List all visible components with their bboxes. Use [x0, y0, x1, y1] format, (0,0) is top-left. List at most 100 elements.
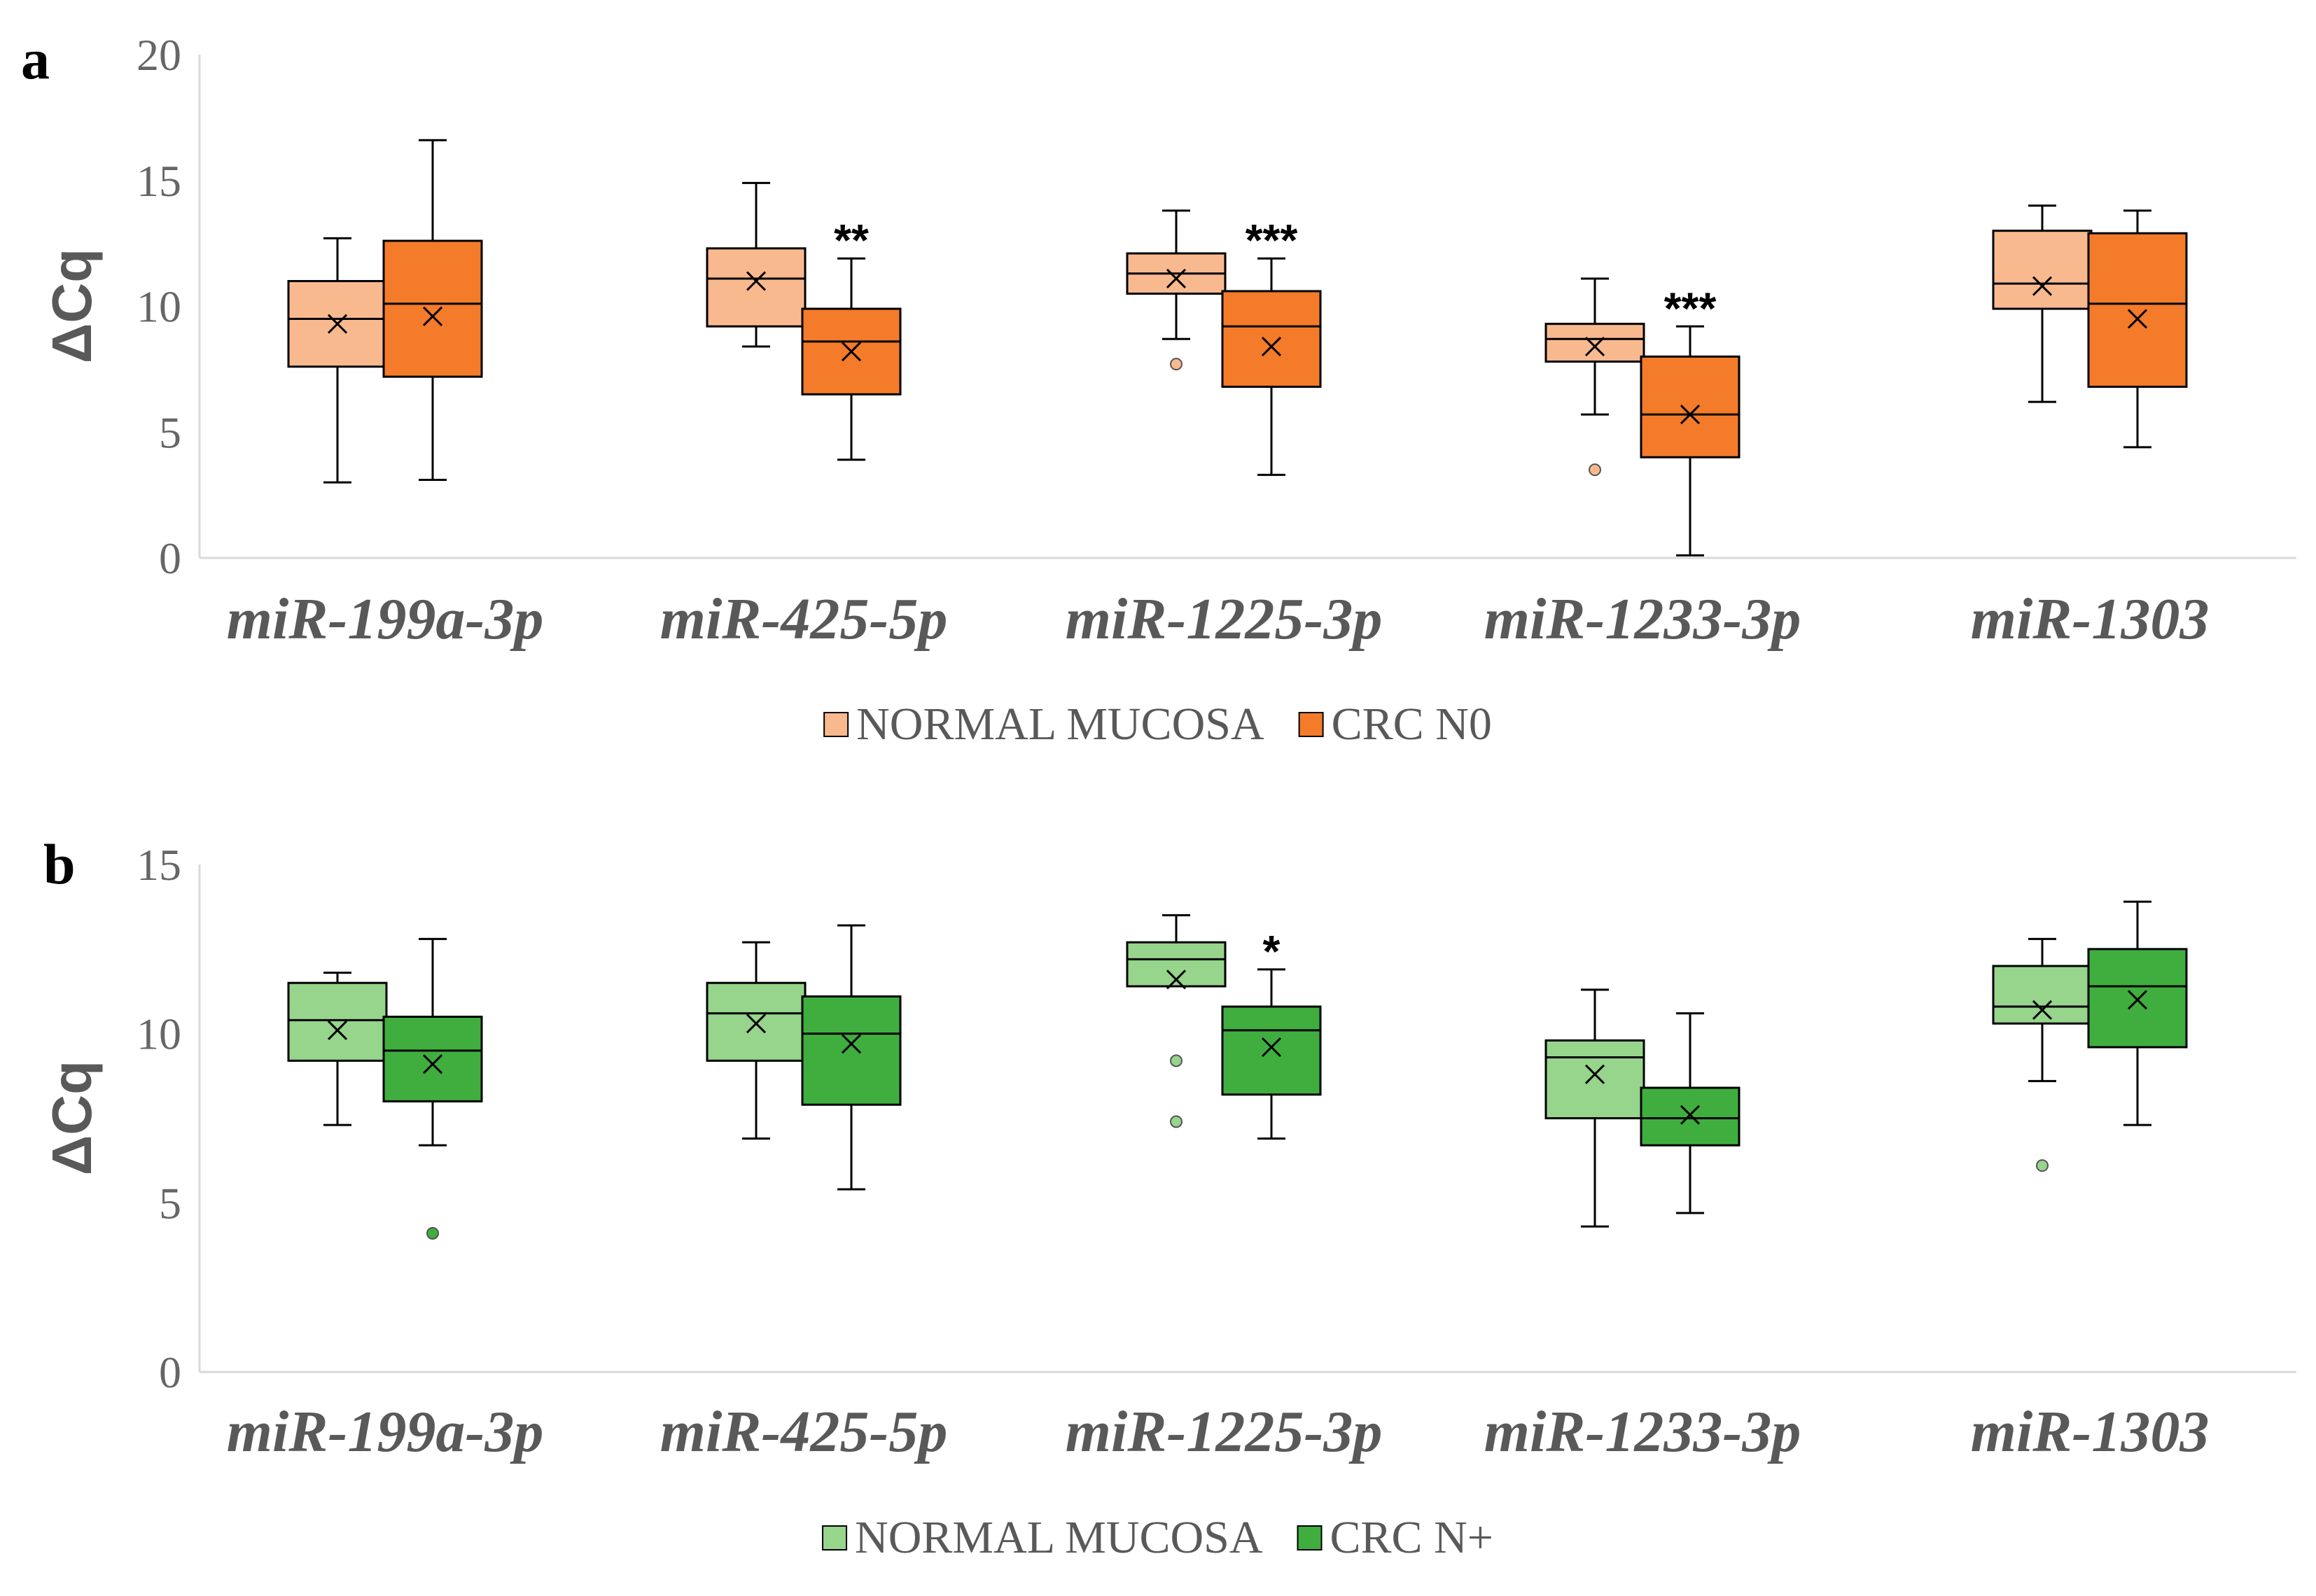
legend-swatch-normal	[822, 1525, 848, 1550]
box-group	[706, 941, 807, 1140]
legend-label-crc: CRC N0	[1332, 699, 1492, 750]
y-tick-label: 5	[159, 1178, 181, 1228]
mean-marker	[1680, 1105, 1701, 1125]
box-group	[1221, 257, 1322, 476]
category-label: miR-1233-3p	[1484, 587, 1801, 652]
mean-marker	[841, 342, 862, 362]
outlier-point	[1170, 1115, 1183, 1128]
y-tick-label: 5	[159, 407, 181, 457]
iqr-box	[706, 247, 807, 328]
outlier-point	[1170, 358, 1183, 371]
y-tick-label: 0	[159, 533, 181, 583]
category-label: miR-199a-3p	[227, 1399, 544, 1464]
y-tick-label: 10	[137, 282, 181, 332]
mean-marker	[841, 1034, 862, 1054]
category-label: miR-1303	[1971, 1399, 2210, 1464]
mean-marker	[2032, 1000, 2053, 1020]
iqr-box	[287, 981, 388, 1062]
box-group	[1640, 1012, 1741, 1214]
mean-marker	[1261, 336, 1282, 357]
box-group	[287, 237, 388, 484]
y-axis-label: ΔCq	[41, 1060, 103, 1175]
box-group	[1992, 204, 2093, 403]
legend-label-normal: NORMAL MUCOSA	[856, 699, 1264, 750]
iqr-box	[1544, 1039, 1645, 1120]
significance-marker: ***	[1246, 215, 1298, 265]
panel-b: b 0 5 10 15 ΔCq miR-199a-3p miR-425-5p miR-1225-…	[41, 832, 2296, 1563]
mean-marker	[327, 314, 348, 334]
iqr-box	[706, 981, 807, 1062]
mean-marker	[2032, 276, 2053, 296]
outlier-point	[2036, 1159, 2049, 1172]
iqr-box	[1221, 1005, 1322, 1096]
mean-marker	[1166, 268, 1187, 289]
mean-marker	[1584, 336, 1605, 357]
mean-marker	[1680, 405, 1701, 425]
legend: NORMAL MUCOSA CRC N+	[822, 1512, 1493, 1563]
panel-letter: a	[21, 27, 50, 91]
mean-marker	[2127, 990, 2148, 1010]
box-group	[382, 139, 483, 482]
box-group	[1544, 988, 1645, 1228]
category-label: miR-1225-3p	[1066, 1399, 1383, 1464]
y-tick-label: 0	[159, 1348, 181, 1397]
legend-swatch-crc	[1298, 712, 1324, 737]
category-label: miR-1225-3p	[1066, 587, 1383, 652]
legend-swatch-crc	[1297, 1525, 1323, 1550]
iqr-box	[1992, 965, 2093, 1025]
box-group	[801, 924, 902, 1191]
mean-marker	[1166, 969, 1187, 990]
box-group	[1221, 968, 1322, 1140]
outlier-point	[426, 1226, 439, 1240]
legend: NORMAL MUCOSA CRC N0	[823, 699, 1492, 750]
category-label: miR-425-5p	[660, 1399, 948, 1464]
iqr-box	[1992, 230, 2093, 310]
panel-letter: b	[43, 832, 76, 896]
box-group	[1126, 209, 1227, 371]
y-tick-label: 20	[137, 30, 181, 80]
iqr-box	[801, 995, 902, 1106]
box-group	[801, 257, 902, 461]
iqr-box	[382, 239, 483, 378]
legend-swatch-normal	[823, 712, 849, 737]
mean-marker	[2127, 309, 2148, 329]
outlier-point	[1589, 463, 1601, 477]
iqr-box	[1544, 323, 1645, 363]
mean-marker	[422, 306, 443, 326]
panel-a: a 0 5 10 15 20 ΔCq miR-199a-3p miR-425-5p miR-122…	[21, 27, 2296, 750]
mean-marker	[746, 271, 767, 291]
category-label: miR-199a-3p	[227, 587, 544, 652]
category-label: miR-425-5p	[660, 587, 948, 652]
iqr-box	[2087, 232, 2188, 388]
iqr-box	[1640, 1086, 1741, 1147]
y-tick-label: 15	[137, 156, 181, 206]
significance-marker: **	[834, 215, 869, 265]
mean-marker	[422, 1054, 443, 1074]
box-group	[382, 937, 483, 1240]
category-label: miR-1303	[1971, 587, 2210, 652]
box-group	[706, 181, 807, 348]
significance-marker: *	[1263, 926, 1281, 976]
iqr-box	[1221, 290, 1322, 388]
iqr-box	[382, 1016, 483, 1102]
iqr-box	[2087, 948, 2188, 1049]
y-axis-label: ΔCq	[41, 248, 103, 363]
y-tick-label: 15	[137, 840, 181, 890]
box-group	[1544, 277, 1645, 477]
mean-marker	[746, 1014, 767, 1034]
box-group	[1640, 325, 1741, 556]
iqr-box	[1640, 355, 1741, 458]
y-tick-label: 10	[137, 1009, 181, 1059]
box-group	[2087, 900, 2188, 1126]
category-label: miR-1233-3p	[1484, 1399, 1801, 1464]
box-group	[1126, 914, 1227, 1128]
legend-label-crc: CRC N+	[1330, 1512, 1493, 1563]
box-group	[287, 972, 388, 1126]
significance-marker: ***	[1664, 283, 1717, 333]
mean-marker	[1261, 1037, 1282, 1058]
iqr-box	[287, 280, 388, 368]
legend-label-normal: NORMAL MUCOSA	[855, 1512, 1263, 1563]
box-group	[2087, 209, 2188, 449]
